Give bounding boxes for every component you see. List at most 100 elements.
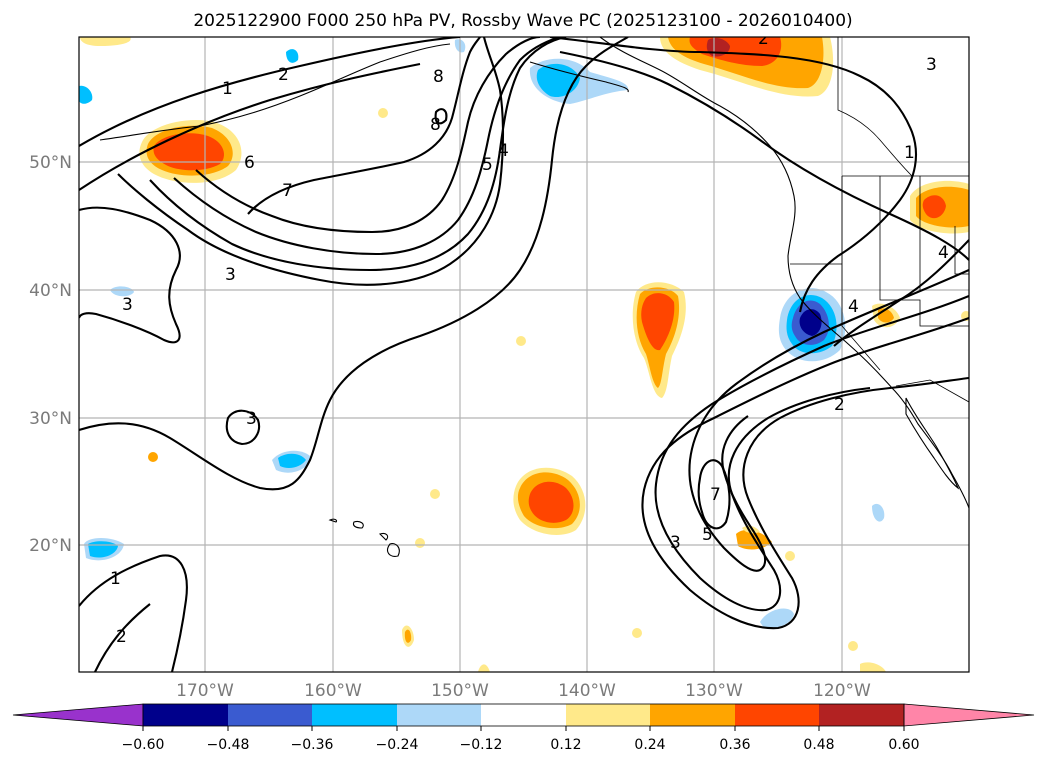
contour-label-4-east: 4 <box>938 243 949 263</box>
border-states-west <box>790 176 969 371</box>
anomaly-positive-dot-c <box>430 489 440 499</box>
anomaly-positive-dot-d <box>516 336 526 346</box>
lat-label-20n: 20°N <box>29 536 72 556</box>
colorbar-tick-labels: −0.60 −0.48 −0.36 −0.24 −0.12 0.12 0.24 … <box>122 737 920 753</box>
contour-label-2-north: 2 <box>278 65 289 85</box>
contour-label-2-southwest: 2 <box>116 627 127 647</box>
colorbar-frame <box>142 703 905 727</box>
anomaly-positive-small-e <box>860 662 886 672</box>
coastlines <box>99 37 969 557</box>
latitude-labels: 50°N 40°N 30°N 20°N <box>29 153 72 556</box>
pv-contour-outer-west <box>79 206 181 344</box>
contour-label-1-east: 1 <box>904 143 915 163</box>
lon-label-160w: 160°W <box>304 681 362 701</box>
lon-label-120w: 120°W <box>813 681 871 701</box>
pv-contour-6 <box>195 37 541 234</box>
border-alaska-canada <box>837 37 913 177</box>
coastline-aleutians <box>99 43 451 141</box>
anomaly-positive-dot-b <box>148 452 158 462</box>
pv-contour-hook-mid <box>654 295 969 612</box>
pv-contour-hook-core <box>697 459 731 530</box>
anomaly-positive-dot-e <box>415 538 425 548</box>
contour-label-2-alaska: 2 <box>758 29 769 49</box>
pv-contour-8 <box>434 108 448 125</box>
colorbar-segment-7 <box>650 704 735 726</box>
anomaly-positive-small-d <box>80 37 131 46</box>
colorbar-segment-4 <box>397 704 481 726</box>
pv-contour-7 <box>247 37 481 215</box>
colorbar: −0.60 −0.48 −0.36 −0.24 −0.12 0.12 0.24 … <box>12 703 1035 753</box>
contour-label-7: 7 <box>282 181 293 201</box>
coastline-hawaii <box>328 518 400 557</box>
contour-label-8-b: 8 <box>430 115 441 135</box>
contour-label-7-hook: 7 <box>710 485 721 505</box>
colorbar-label-3: −0.36 <box>291 737 334 753</box>
colorbar-label-8: 0.36 <box>719 737 750 753</box>
contour-label-3-far-west: 3 <box>122 295 133 315</box>
contour-label-4-north: 4 <box>498 141 509 161</box>
lon-label-170w: 170°W <box>176 681 234 701</box>
colorbar-label-5: −0.12 <box>460 737 503 753</box>
anomaly-positive-small-f <box>478 664 490 672</box>
coastline-alaska-peninsula <box>529 61 629 93</box>
colorbar-label-6: 0.12 <box>550 737 581 753</box>
anomaly-positive-dot-g <box>785 551 795 561</box>
map-panel: 1 2 8 8 6 7 5 4 3 3 3 1 3 2 4 4 2 7 5 3 <box>29 29 970 701</box>
pv-contour-loop-3 <box>225 409 261 446</box>
lon-label-130w: 130°W <box>685 681 743 701</box>
contour-label-2-hook: 2 <box>834 395 845 415</box>
contour-label-4-coast: 4 <box>848 297 859 317</box>
anomaly-negative-small-d <box>79 85 93 104</box>
pv-contour-southwest <box>79 554 188 672</box>
contour-label-6: 6 <box>244 153 255 173</box>
contour-label-1-north: 1 <box>222 79 233 99</box>
map-gridlines <box>79 37 969 672</box>
anomaly-negative-small-f <box>872 503 885 522</box>
pv-contour-subtropical <box>79 37 629 491</box>
pv-contour-west-coast <box>833 239 969 347</box>
anomaly-positive-dot-h <box>848 641 858 651</box>
colorbar-label-9: 0.48 <box>803 737 834 753</box>
colorbar-segment-8 <box>735 704 819 726</box>
lon-label-150w: 150°W <box>431 681 489 701</box>
border-us-mexico <box>895 379 969 403</box>
anomaly-negative-small-c <box>760 608 794 629</box>
contour-label-3-west: 3 <box>225 265 236 285</box>
anomaly-positive-small-a-halo <box>742 525 760 534</box>
contour-label-8: 8 <box>433 67 444 87</box>
contour-label-3-northeast: 3 <box>926 55 937 75</box>
pv-contour-3 <box>117 37 505 286</box>
anomaly-positive-small-c-core <box>404 629 412 643</box>
anomaly-shading <box>79 37 969 672</box>
map-frame <box>78 36 970 673</box>
colorbar-segment-5 <box>481 704 566 726</box>
contour-label-3-hook: 3 <box>670 533 681 553</box>
anomaly-positive-northeast-strong <box>922 195 946 219</box>
pv-contour-hook-inner <box>688 269 969 572</box>
colorbar-segment-9 <box>819 704 904 726</box>
coastline-baja <box>905 397 960 490</box>
contour-label-5-hook: 5 <box>702 525 713 545</box>
pv-contour-1 <box>79 37 918 313</box>
figure-title: 2025122900 F000 250 hPa PV, Rossby Wave … <box>193 11 852 31</box>
anomaly-positive-midpacific-strong <box>641 293 675 351</box>
contour-labels: 1 2 8 8 6 7 5 4 3 3 3 1 3 2 4 4 2 7 5 3 <box>110 29 949 647</box>
colorbar-label-2: −0.48 <box>207 737 250 753</box>
pv-contour-2 <box>79 50 969 261</box>
anomaly-negative-small-a-core <box>278 453 306 468</box>
anomaly-positive-dot-f <box>632 628 642 638</box>
contour-label-1-southwest: 1 <box>110 569 121 589</box>
pv-contours <box>79 37 969 672</box>
colorbar-segment-6 <box>566 704 650 726</box>
lat-label-40n: 40°N <box>29 281 72 301</box>
colorbar-ticks <box>142 726 905 731</box>
contour-label-5: 5 <box>482 155 493 175</box>
pv-contour-4 <box>149 37 567 272</box>
lat-label-50n: 50°N <box>29 153 72 173</box>
colorbar-segment-1 <box>143 704 228 726</box>
colorbar-label-7: 0.24 <box>634 737 665 753</box>
anomaly-negative-small-e <box>286 49 299 63</box>
colorbar-label-1: −0.60 <box>122 737 165 753</box>
contour-label-3-loop: 3 <box>246 409 257 429</box>
